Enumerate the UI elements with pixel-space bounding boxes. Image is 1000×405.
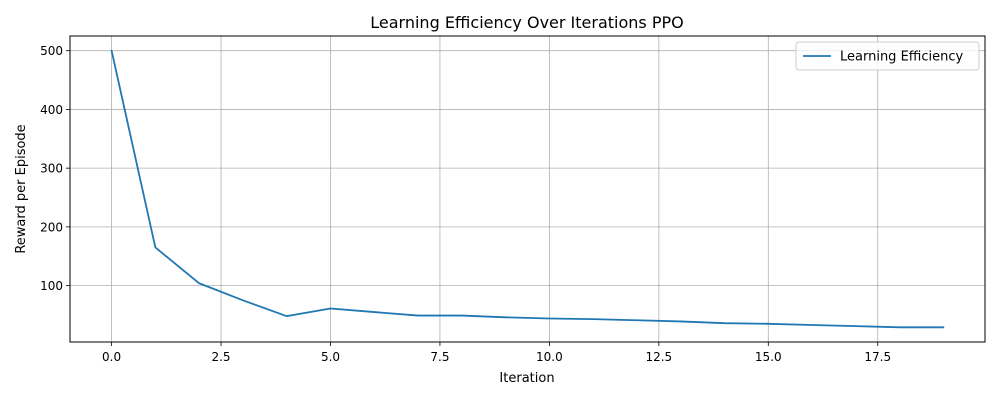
x-tick-label: 10.0 (536, 350, 563, 364)
x-tick-label: 2.5 (211, 350, 230, 364)
plot-area (69, 35, 986, 343)
y-axis: 100 200 300 400 500 (40, 44, 70, 293)
y-tick-label: 200 (40, 220, 63, 234)
y-axis-label: Reward per Episode (14, 124, 29, 253)
x-tick-label: 17.5 (864, 350, 891, 364)
y-tick-label: 400 (40, 103, 63, 117)
x-tick-label: 12.5 (645, 350, 672, 364)
x-axis: 0.0 2.5 5.0 7.5 10.0 12.5 15.0 17.5 (102, 342, 891, 364)
chart-title: Learning Efficiency Over Iterations PPO (370, 13, 683, 32)
x-axis-label: Iteration (499, 371, 554, 386)
x-tick-label: 5.0 (321, 350, 340, 364)
y-tick-label: 500 (40, 44, 63, 58)
x-tick-label: 15.0 (755, 350, 782, 364)
series-line-learning-efficiency (110, 49, 945, 329)
y-tick-label: 300 (40, 162, 63, 176)
y-tick-label: 100 (40, 279, 63, 293)
x-tick-label: 7.5 (430, 350, 449, 364)
legend-label-learning-efficiency: Learning Efficiency (840, 50, 963, 65)
legend-box (795, 41, 980, 71)
x-tick-label: 0.0 (102, 350, 121, 364)
grid (70, 36, 985, 342)
series-lines (110, 49, 945, 329)
legend: Learning Efficiency (795, 41, 980, 71)
